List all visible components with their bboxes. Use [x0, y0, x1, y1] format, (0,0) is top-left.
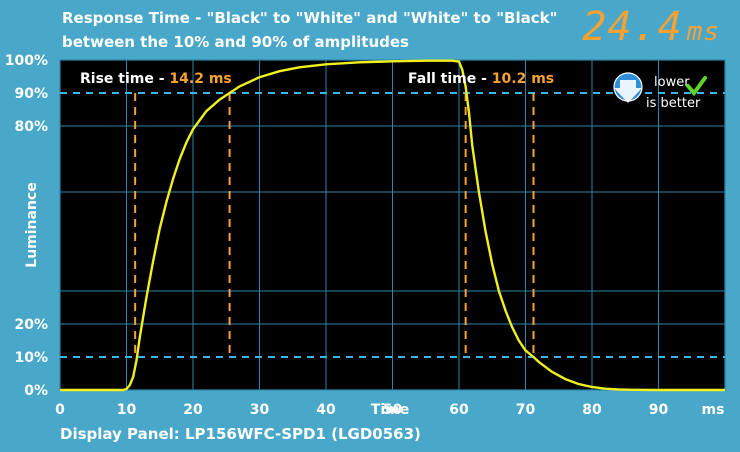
x-tick-label: 80: [582, 402, 602, 418]
x-tick-label: 0: [55, 402, 65, 418]
fall-time-label: Fall time -: [408, 71, 492, 87]
total-response-time-value: 24.4: [582, 4, 683, 50]
time-markers: [134, 93, 535, 357]
y-tick-label: 0%: [24, 383, 48, 399]
total-response-time: 24.4 ms: [582, 4, 720, 50]
x-tick-label: 90: [649, 402, 669, 418]
luminance-curve: [60, 59, 725, 392]
threshold-lines: [60, 92, 725, 358]
fall-time-annotation: Fall time - 10.2 ms: [408, 71, 554, 87]
display-panel-caption: Display Panel: LP156WFC-SPD1 (LGD0563): [60, 425, 421, 443]
x-tick-label: 20: [183, 402, 203, 418]
plot-border: [59, 59, 726, 391]
y-tick-label: 90%: [14, 86, 48, 102]
checkmark-icon: [686, 76, 707, 97]
lower-is-better-badge: lower is better: [613, 72, 707, 111]
y-tick-label: 20%: [14, 317, 48, 333]
rise-time-label: Rise time -: [80, 71, 169, 87]
down-arrow-icon: [613, 72, 643, 103]
x-tick-label: 40: [316, 402, 336, 418]
x-axis-unit: ms: [702, 402, 725, 418]
x-axis-label: Time: [371, 402, 409, 418]
x-tick-label: 60: [449, 402, 469, 418]
chart-title-line-1: Response Time - "Black" to "White" and "…: [62, 9, 558, 27]
rise-time-annotation: Rise time - 14.2 ms: [80, 71, 232, 87]
x-tick-label: 50: [383, 402, 403, 418]
grid: [59, 59, 726, 391]
y-tick-label: 100%: [5, 53, 48, 69]
rise-time-value: 14.2 ms: [169, 71, 231, 87]
fall-time-value: 10.2 ms: [492, 71, 554, 87]
chart-title-line-2: between the 10% and 90% of amplitudes: [62, 33, 409, 51]
y-tick-label: 80%: [14, 119, 48, 135]
y-tick-label: 10%: [14, 350, 48, 366]
badge-line-1: lower: [654, 75, 690, 90]
x-tick-label: 70: [516, 402, 536, 418]
badge-line-2: is better: [646, 96, 701, 111]
axis-ticks: 0% 10% 20% 80% 90% 100% 0 10 20 30 40 50 60 70 80 90: [5, 53, 669, 418]
x-tick-label: 10: [117, 402, 137, 418]
total-response-time-unit: ms: [686, 17, 720, 47]
y-axis-label: Luminance: [24, 182, 40, 267]
x-tick-label: 30: [250, 402, 270, 418]
